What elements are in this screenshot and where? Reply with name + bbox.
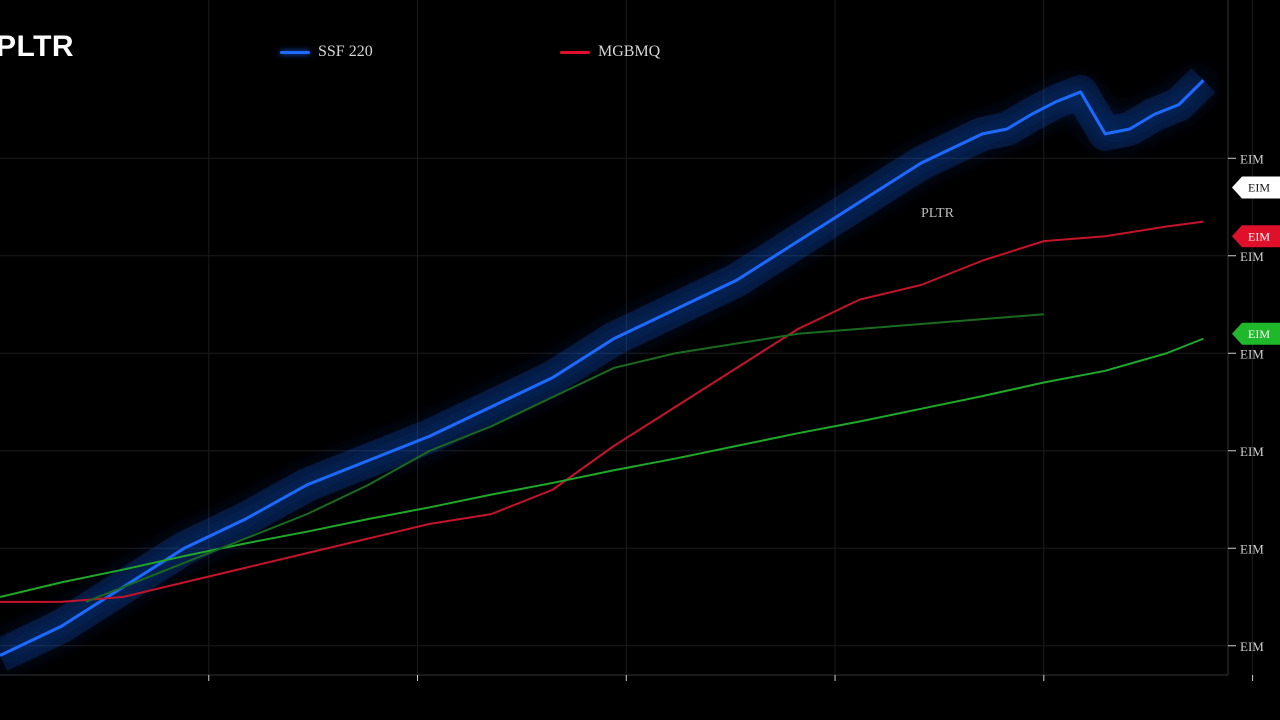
series-line-1 bbox=[0, 220, 1204, 603]
price-tag-label: EIM bbox=[1248, 229, 1270, 243]
y-tick-label: EIM bbox=[1240, 346, 1264, 361]
y-tick-label: EIM bbox=[1240, 151, 1264, 166]
series-line-3 bbox=[85, 313, 1044, 603]
price-tag-label: EIM bbox=[1248, 181, 1270, 195]
annotations: PLTR bbox=[921, 206, 955, 221]
price-tag-label: EIM bbox=[1248, 327, 1270, 341]
y-tick-label: EIM bbox=[1240, 639, 1264, 654]
price-tag bbox=[1232, 322, 1280, 345]
price-tags: EIM EIM EIM bbox=[1232, 176, 1280, 345]
series-group bbox=[0, 68, 1216, 671]
legend-label: SSF 220 bbox=[318, 43, 373, 60]
price-tag bbox=[1232, 225, 1280, 248]
x-axis bbox=[208, 675, 1254, 681]
series-glow bbox=[0, 68, 1216, 671]
y-tick-label: EIM bbox=[1240, 541, 1264, 556]
chart-title: PLTR bbox=[0, 30, 75, 63]
legend-label: MGBMQ bbox=[598, 43, 661, 60]
y-tick-label: EIM bbox=[1240, 249, 1264, 264]
y-tick-label: EIM bbox=[1240, 444, 1264, 459]
price-tag bbox=[1232, 176, 1280, 199]
annotation-label: PLTR bbox=[921, 206, 955, 221]
series-line-2 bbox=[0, 337, 1204, 598]
grid bbox=[0, 0, 1254, 676]
legend-swatch-blue bbox=[280, 50, 310, 54]
legend-entry-mgbmq: MGBMQ bbox=[560, 42, 660, 62]
series-line-0 bbox=[0, 79, 1205, 657]
y-axis: EIM EIM EIM EIM EIM EIM bbox=[1228, 151, 1264, 654]
legend-swatch-red bbox=[560, 50, 590, 54]
legend-entry-ssf-220: SSF 220 bbox=[280, 42, 373, 62]
